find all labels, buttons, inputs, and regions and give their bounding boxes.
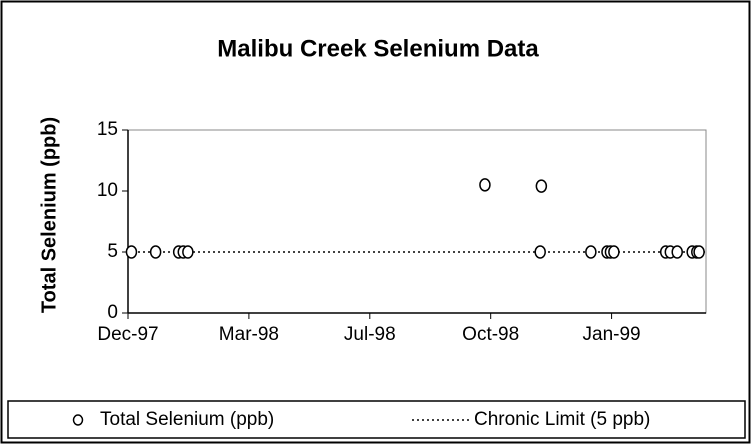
point	[182, 245, 194, 259]
x-tick-label: Mar-98	[219, 324, 279, 345]
y-tick-label: 5	[107, 241, 118, 262]
x-tick-label: Jul-98	[344, 324, 396, 345]
point	[125, 245, 138, 259]
chart-title: Malibu Creek Selenium Data	[217, 35, 539, 62]
point	[585, 245, 597, 259]
y-tick-label: 10	[97, 180, 118, 201]
legend-label: Total Selenium (ppb)	[100, 409, 274, 430]
legend-marker	[72, 414, 84, 426]
point	[693, 245, 705, 259]
point	[479, 178, 491, 192]
point	[534, 245, 546, 259]
point	[149, 245, 162, 259]
x-tick-label: Oct-98	[462, 324, 519, 345]
legend-label: Chronic Limit (5 ppb)	[474, 409, 650, 430]
legend	[7, 400, 746, 439]
point	[608, 245, 620, 259]
y-axis-label: Total Selenium (ppb)	[38, 117, 60, 313]
y-tick-label: 15	[97, 119, 118, 140]
point	[671, 245, 683, 259]
x-tick-label: Dec-97	[97, 324, 158, 345]
y-tick-label: 0	[107, 302, 118, 323]
x-tick-label: Jan-99	[583, 324, 641, 345]
point	[535, 179, 548, 193]
